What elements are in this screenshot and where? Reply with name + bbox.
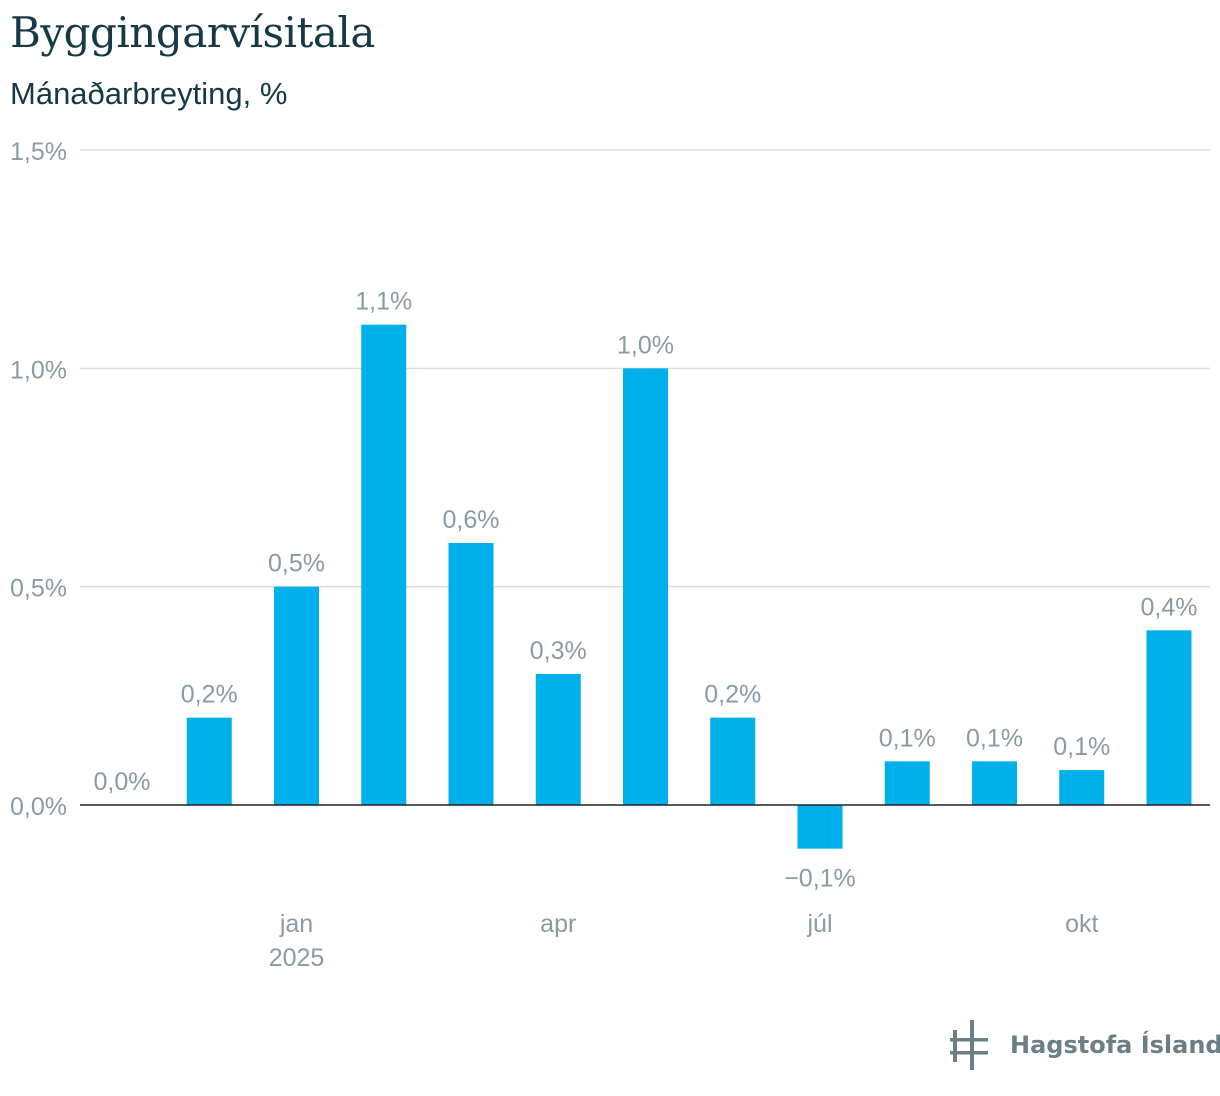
bar <box>797 805 843 849</box>
data-label: 0,5% <box>268 550 325 578</box>
data-label: 0,1% <box>1053 733 1110 761</box>
brand-name: Hagstofa Íslands <box>1010 1031 1220 1059</box>
data-label: 0,3% <box>530 637 587 665</box>
y-tick-label: 1,0% <box>10 356 67 384</box>
data-label: 1,0% <box>617 331 674 359</box>
chart-title: Byggingarvísitala <box>10 8 375 57</box>
data-labels: 0,0% 0,2% 0,5% 1,1% 0,6% 0,3% 1,0% 0,2% −0,1% 0,1… <box>94 288 1198 893</box>
hagstofa-logo-icon <box>950 1020 988 1070</box>
x-tick-label: apr <box>540 910 576 938</box>
data-label: 0,6% <box>443 506 500 534</box>
bar <box>361 324 407 805</box>
x-tick-label: okt <box>1065 910 1098 938</box>
bar <box>1059 770 1105 805</box>
bar <box>972 761 1017 805</box>
bar <box>448 543 494 805</box>
bar <box>884 761 930 805</box>
bars <box>186 324 1192 849</box>
data-label: −0,1% <box>784 865 856 893</box>
y-tick-label: 0,5% <box>10 575 67 603</box>
y-tick-label: 1,5% <box>10 138 67 166</box>
bar <box>186 717 232 805</box>
x-tick-sublabel: 2025 <box>269 944 325 972</box>
y-tick-label: 0,0% <box>10 793 67 821</box>
bar <box>710 717 756 805</box>
chart-subtitle: Mánaðarbreyting, % <box>10 76 288 111</box>
bar <box>623 368 668 805</box>
brand-logo <box>950 1018 1210 1074</box>
data-label: 0,1% <box>879 724 936 752</box>
data-label: 0,2% <box>704 681 761 709</box>
data-label: 0,1% <box>966 724 1023 752</box>
y-axis-ticks: 0,0% 0,5% 1,0% 1,5% <box>10 138 67 821</box>
x-tick-label: jan <box>279 910 313 938</box>
bar <box>274 586 319 805</box>
x-tick-label: júl <box>806 910 832 938</box>
bar <box>1146 630 1192 805</box>
bar <box>535 674 581 805</box>
x-axis-ticks: jan 2025 apr júl okt <box>269 910 1099 972</box>
data-label: 1,1% <box>355 288 412 316</box>
data-label: 0,2% <box>181 681 238 709</box>
bar-chart: 0,0% 0,5% 1,0% 1,5% 0,0% 0,2% 0,5% 1,1% 0,6% 0,3… <box>10 138 1210 972</box>
data-label: 0,4% <box>1141 593 1198 621</box>
data-label: 0,0% <box>94 768 151 796</box>
